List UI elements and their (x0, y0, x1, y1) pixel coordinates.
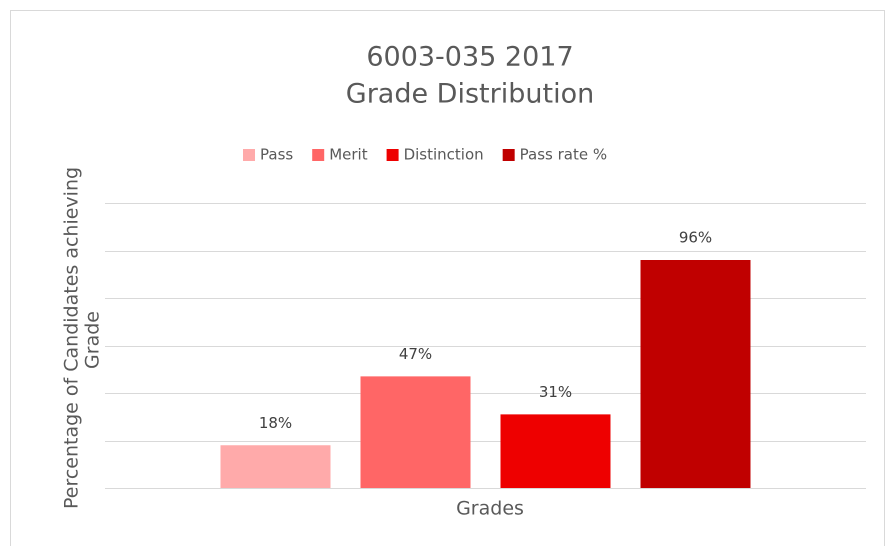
legend-swatch (386, 149, 399, 161)
legend-swatch (243, 149, 255, 161)
y-axis-title: Percentage of Candidates achieving (61, 167, 83, 509)
legend-label: Distinction (404, 146, 484, 164)
bar (640, 260, 751, 488)
data-label: 47% (399, 345, 432, 363)
legend-swatch (312, 149, 325, 161)
data-label: 96% (679, 229, 712, 247)
chart-title: 6003-035 2017 (366, 42, 573, 73)
legend-label: Pass (260, 146, 293, 164)
data-label: 18% (259, 414, 292, 432)
bar (500, 414, 611, 488)
legend-swatch (502, 149, 515, 161)
chart-title: Grade Distribution (346, 79, 594, 110)
x-axis-title: Grades (456, 498, 524, 520)
y-axis-title: Grade (82, 311, 104, 369)
legend-label: Pass rate % (520, 146, 607, 164)
bar (360, 376, 471, 488)
legend-label: Merit (329, 146, 368, 164)
data-label: 31% (539, 383, 572, 401)
bar (220, 445, 331, 488)
